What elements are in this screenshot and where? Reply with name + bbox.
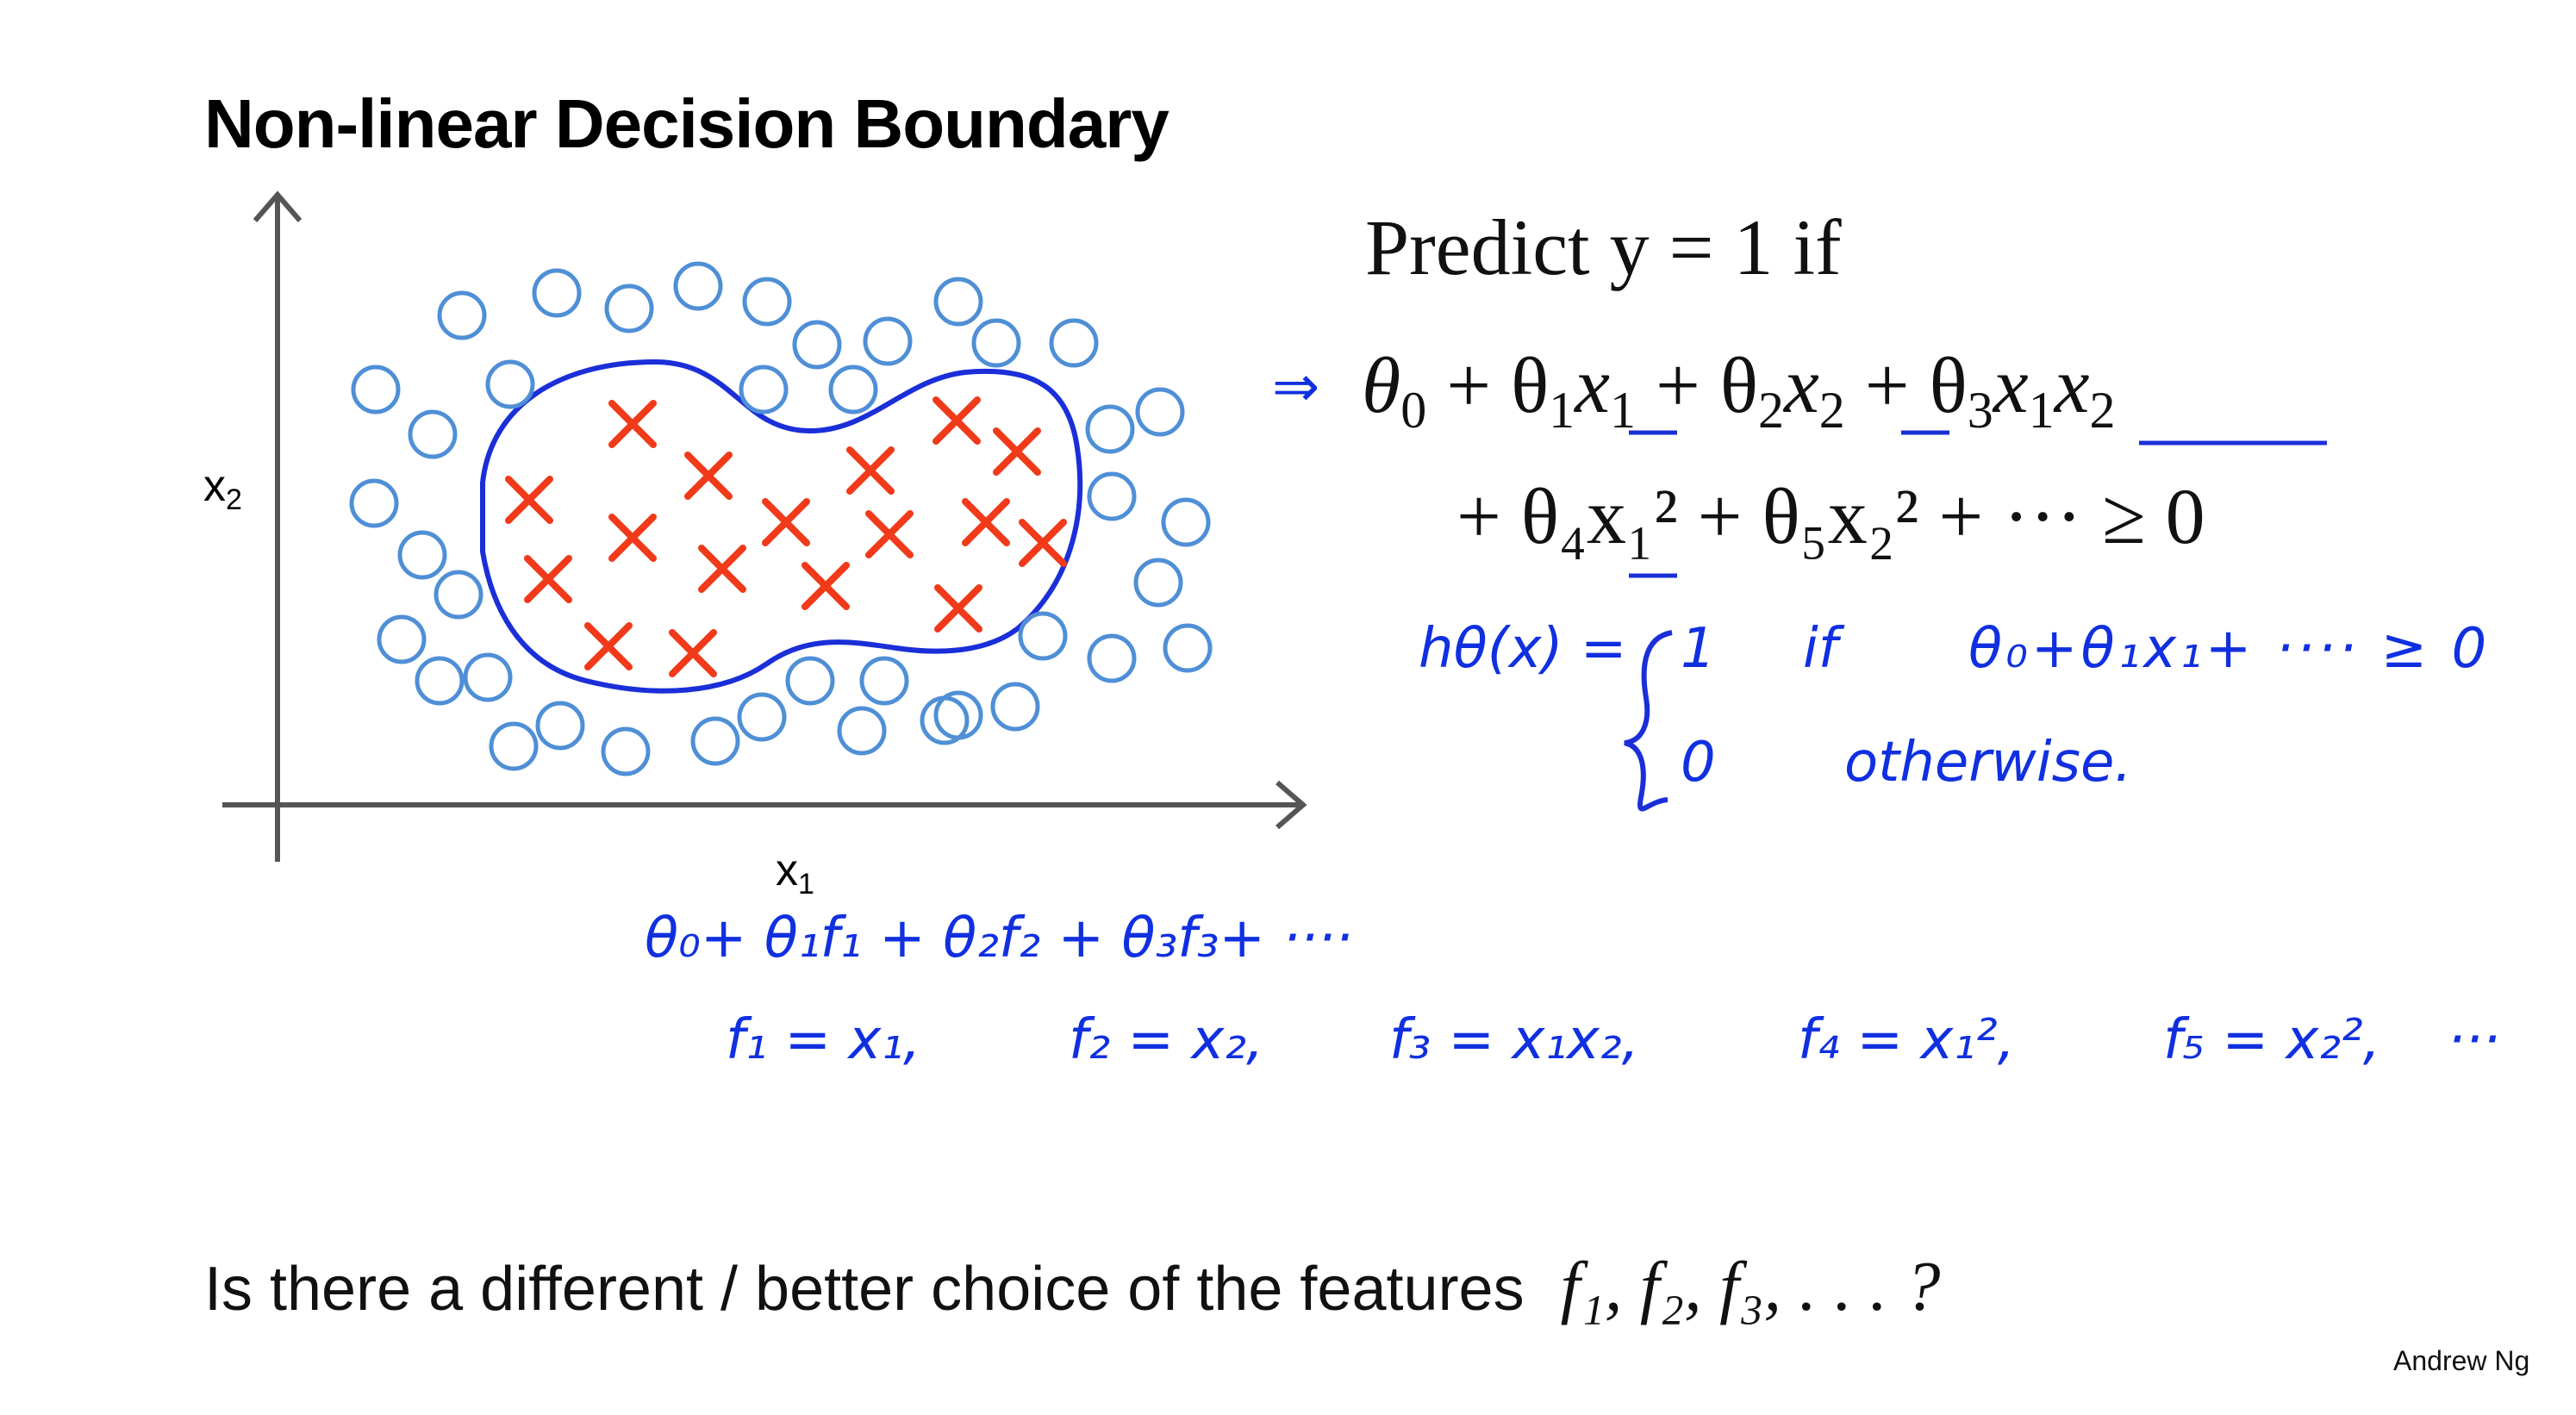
negative-example-marker (971, 318, 1021, 368)
author-credit: Andrew Ng (2393, 1345, 2530, 1376)
positive-example-marker (801, 562, 850, 610)
negative-example-marker (828, 365, 878, 415)
positive-example-marker (934, 584, 982, 633)
positive-example-marker (846, 446, 895, 495)
negative-example-marker (1161, 497, 1211, 547)
negative-example-marker (408, 409, 458, 459)
feature-f4: f₄ = x₁², (1798, 1008, 2016, 1072)
slide-title: Non-linear Decision Boundary (204, 85, 1169, 162)
x-axis-label: x1 (776, 845, 814, 901)
negative-example-marker (1018, 611, 1068, 661)
feature-question: Is there a different / better choice of … (204, 1247, 1941, 1325)
case1-word: if (1803, 617, 1838, 681)
polynomial-line-2: + θ₄x₁² + θ₅x₂² + ··· ≥ 0 (1456, 472, 2205, 560)
negative-example-marker (1087, 633, 1137, 683)
negative-example-marker (463, 652, 513, 702)
positive-example-marker (684, 452, 733, 500)
negative-example-marker (604, 284, 654, 333)
arrow-icon: ⇒ (1272, 353, 1320, 420)
negative-example-marker (933, 277, 983, 327)
negative-example-marker (863, 316, 913, 366)
negative-example-marker (785, 656, 835, 706)
positive-example-marker (1019, 519, 1067, 567)
positive-example-marker (865, 510, 914, 558)
negative-example-marker (351, 365, 401, 415)
negative-example-marker (1135, 387, 1185, 437)
negative-example-marker (739, 365, 789, 415)
negative-example-marker (349, 478, 399, 528)
negative-example-marker (489, 721, 539, 771)
negative-example-marker (673, 261, 723, 311)
negative-example-marker (437, 290, 487, 340)
feature-f2: f₂ = x₂, (1069, 1008, 1264, 1072)
polynomial-line-1: θ0 + θ1x1 + θ2x2 + θ3x1x2 (1362, 341, 2116, 439)
negative-example-marker (859, 656, 909, 706)
negative-example-marker (1049, 318, 1099, 368)
negative-example-marker (1163, 623, 1213, 673)
feature-f3: f₃ = x₁x₂, (1389, 1008, 1639, 1072)
negative-example-marker (737, 692, 787, 742)
positive-example-marker (524, 555, 572, 603)
positive-example-marker (698, 545, 746, 593)
y-axis-arrow (253, 190, 303, 222)
positive-example-marker (962, 498, 1010, 546)
y-axis-label: x2 (203, 461, 242, 516)
negative-examples (349, 261, 1213, 776)
negative-example-marker (535, 701, 585, 751)
predict-heading: Predict y = 1 if (1365, 203, 1842, 291)
negative-example-marker (792, 320, 842, 370)
negative-example-marker (990, 682, 1040, 732)
positive-example-marker (608, 514, 657, 562)
negative-example-marker (1133, 558, 1183, 608)
positive-example-marker (669, 629, 717, 677)
negative-example-marker (485, 359, 535, 409)
case1-value: 1 (1681, 617, 1716, 681)
positive-example-marker (608, 400, 657, 448)
negative-example-marker (837, 706, 887, 756)
negative-example-marker (1085, 404, 1135, 454)
negative-example-marker (397, 530, 447, 580)
positive-example-marker (762, 498, 810, 546)
negative-example-marker (1087, 471, 1137, 521)
negative-example-marker (377, 614, 427, 664)
positive-example-marker (584, 622, 633, 670)
positive-example-marker (993, 427, 1041, 476)
positive-examples (505, 396, 1067, 677)
decision-boundary-curve (480, 358, 1083, 694)
negative-example-marker (415, 656, 465, 706)
positive-example-marker (505, 476, 553, 524)
feature-sum-line: θ₀+ θ₁f₁ + θ₂f₂ + θ₃f₃+ ···· (645, 907, 1353, 970)
negative-example-marker (532, 268, 582, 318)
feature-ellipsis: ··· (2448, 1008, 2501, 1072)
case2-word: otherwise. (1844, 731, 2132, 795)
case2-value: 0 (1681, 731, 1716, 795)
feature-f1: f₁ = x₁, (726, 1008, 921, 1072)
hypothesis-lhs: hθ(x) = (1419, 617, 1627, 681)
negative-example-marker (601, 726, 651, 776)
negative-example-marker (433, 570, 483, 620)
negative-example-marker (920, 695, 970, 745)
feature-f5: f₅ = x₂², (2163, 1008, 2381, 1072)
negative-example-marker (742, 277, 792, 327)
case1-condition: θ₀+θ₁x₁+ ···· ≥ 0 (1968, 617, 2491, 681)
cases-brace (1624, 630, 1673, 812)
positive-example-marker (932, 396, 981, 445)
x-axis-arrow (1276, 780, 1307, 830)
negative-example-marker (690, 716, 740, 766)
